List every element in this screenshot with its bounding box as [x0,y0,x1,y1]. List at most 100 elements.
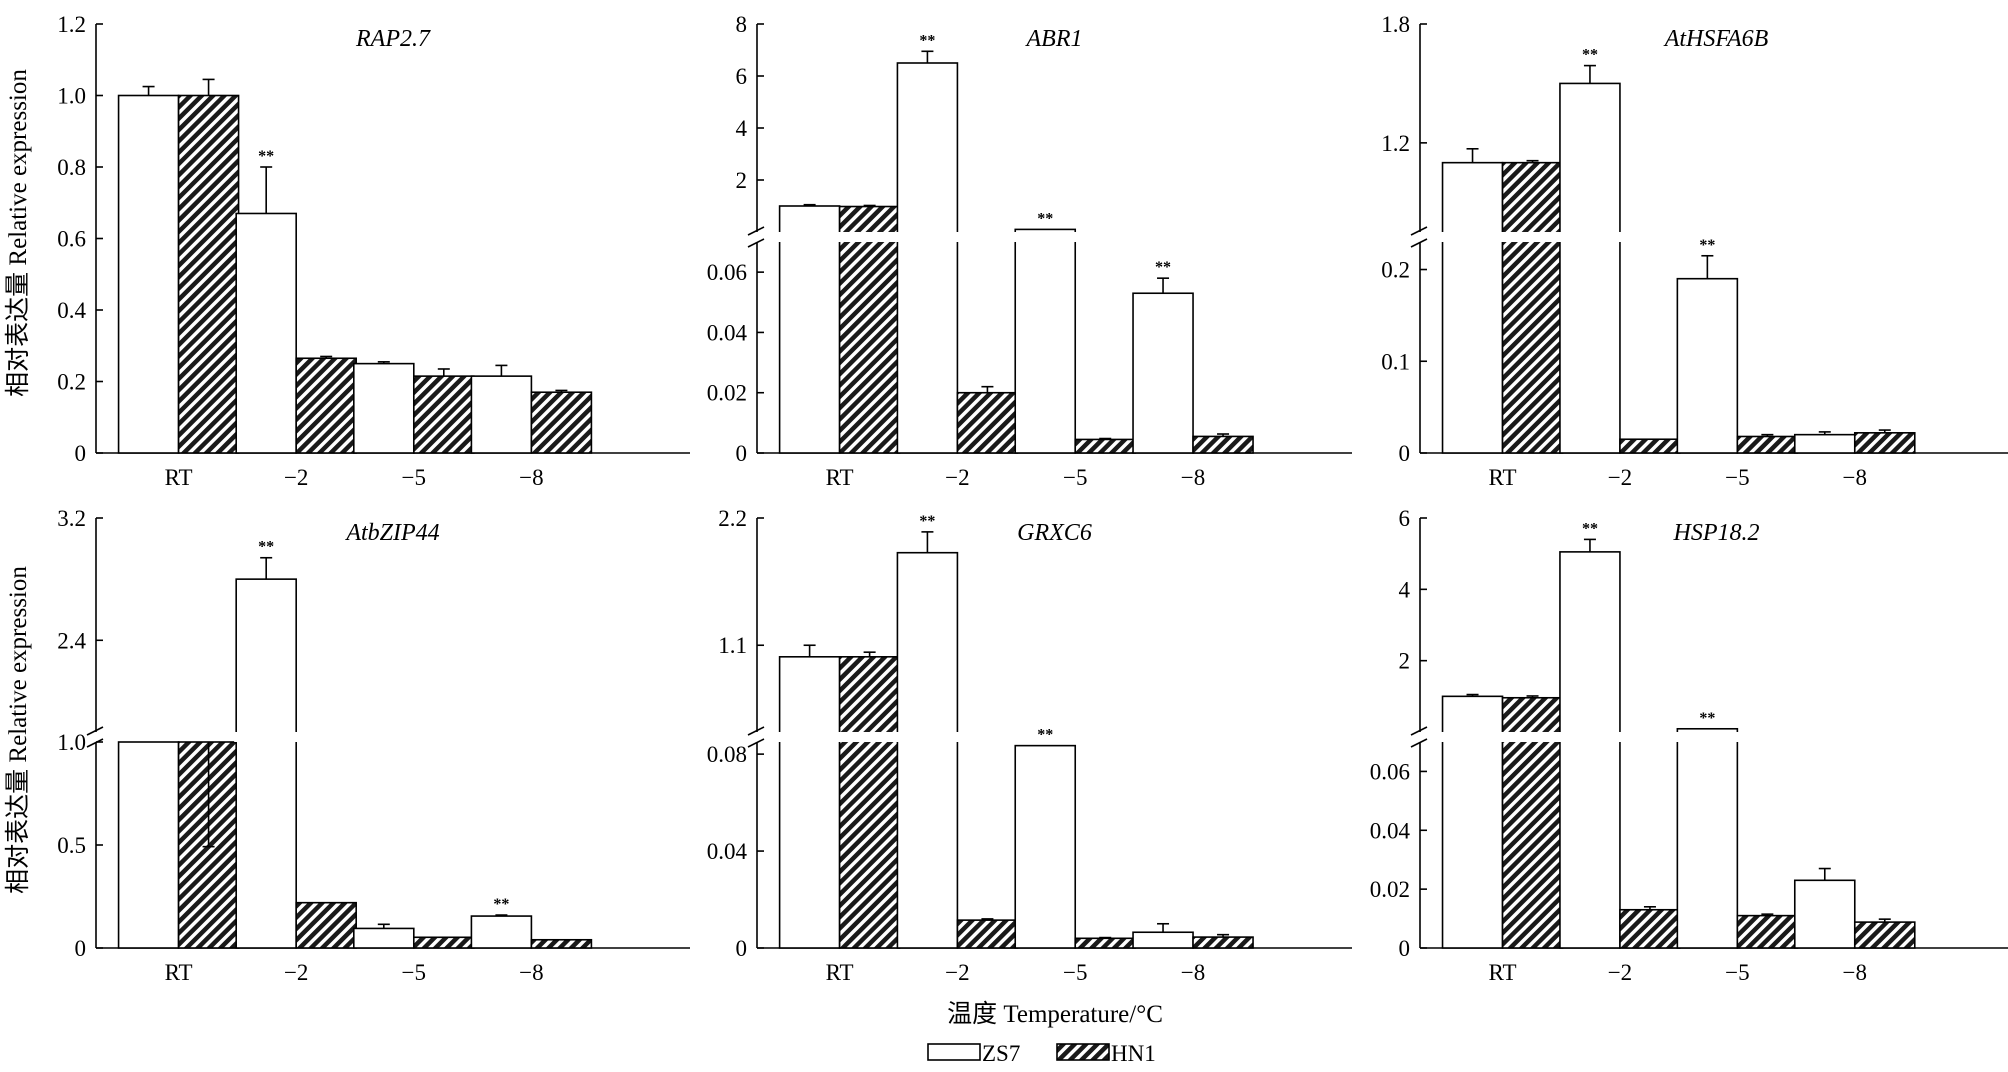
legend: ZS7 HN1 [927,1041,1156,1066]
bar-HN1-1 [295,357,357,454]
y-tick-label: 6 [1399,506,1411,531]
bar-break-gap [1557,732,1622,742]
x-tick-label: −5 [402,465,426,490]
y-tick-label: 1.2 [57,12,86,37]
chart-panel-GRXC6: 1.1 2.2 0 0.04 0.08 GRXC6 RT −2 ** −5 ** −8 [707,506,1352,985]
y-tick-label: 2.2 [718,506,747,531]
panel-title: RAP2.7 [355,26,431,52]
y-tick-label: 0.1 [1381,349,1410,374]
bar-ZS7-1 [896,62,959,454]
y-tick-label: 6 [736,64,748,89]
axis-break-mark [747,226,765,236]
bar-ZS7-3 [1793,433,1856,454]
y-tick-label: 0 [75,441,87,466]
bar-HN1-1 [295,901,357,949]
legend-swatch-zs7 [927,1043,981,1061]
bar-ZS7-1 [1559,82,1621,454]
significance-mark: ** [258,148,274,165]
bar-HN1-3 [530,938,593,949]
x-tick-label: −5 [1063,960,1087,985]
bar-HN1-1 [1619,438,1681,454]
bar-ZS7-1 [235,578,297,949]
bar-HN1-1 [956,919,1019,949]
bar-HN1-3 [1853,432,1916,454]
x-tick-label: −8 [1843,465,1867,490]
y-tick-label: 2 [736,168,748,193]
panel-title: ABR1 [1025,26,1083,52]
bar-ZS7-2 [352,927,415,949]
chart-panel-RAP2.7: 0 0.2 0.4 0.6 0.8 1.0 1.2 RAP2.7 RT −2 ** −5 −8 [57,12,690,490]
y-tick-label: 0 [736,936,748,961]
axis-break-mark [747,738,765,748]
bar-HN1-2 [1736,914,1799,949]
y-axis-label-bottom: 相对表达量 Relative expression [4,566,32,894]
bar-ZS7-0 [117,741,180,949]
x-tick-label: −2 [1608,960,1632,985]
x-tick-label: RT [165,465,193,490]
bar-break-gap [837,732,902,742]
bar-break-gap [777,232,842,242]
significance-mark: ** [1582,520,1598,537]
y-tick-label: 0.08 [707,742,747,767]
legend-swatch-hn1 [1056,1043,1110,1061]
axis-break-mark [1410,238,1428,248]
x-tick-label: −2 [945,960,969,985]
bar-HN1-2 [1074,438,1137,454]
bar-ZS7-3 [1132,292,1194,454]
axis-break-mark [747,238,765,248]
legend-label-zs7: ZS7 [982,1041,1020,1066]
bar-HN1-3 [530,391,593,454]
significance-mark: ** [919,32,935,49]
x-tick-label: −2 [1608,465,1632,490]
y-tick-label: 0.2 [1381,258,1410,283]
x-axis-label: 温度 Temperature/°C [947,1000,1163,1028]
bar-HN1-2 [412,375,475,454]
bar-break-gap [1013,232,1078,242]
x-tick-label: −5 [402,960,426,985]
bar-break-gap [777,732,842,742]
bar-break-gap [234,732,299,742]
x-tick-label: RT [1489,960,1517,985]
y-tick-label: 0.06 [707,260,747,285]
bar-HN1-0 [1501,161,1564,454]
y-tick-label: 0 [1399,936,1411,961]
bar-ZS7-3 [470,375,533,454]
y-tick-label: 2 [1399,649,1411,674]
bar-ZS7-0 [1441,161,1504,454]
x-tick-label: −8 [1843,960,1867,985]
x-tick-label: RT [826,960,854,985]
bar-ZS7-2 [1014,744,1077,949]
y-tick-label: 0 [736,441,748,466]
bar-break-gap [1500,232,1565,242]
axis-break-mark [747,726,765,736]
chart-panel-HSP18.2: 2 4 6 0 0.02 0.04 0.06 HSP18.2 RT −2 ** −5 ** −8 [1370,506,2008,985]
bar-HN1-0 [838,205,901,454]
chart-panel-AtHSFA6B: 1.2 1.8 0 0.1 0.2 AtHSFA6B RT −2 ** −5 ** −8 [1381,12,2008,490]
y-axis-label-top: 相对表达量 Relative expression [4,69,32,397]
bar-ZS7-0 [778,205,841,454]
y-tick-label: 8 [736,12,748,37]
panel-title: AtbZIP44 [344,520,439,546]
y-tick-label: 1.2 [1381,131,1410,156]
bar-break-gap [1440,232,1505,242]
y-tick-label: 1.8 [1381,12,1410,37]
y-tick-label: 0.02 [1370,877,1410,902]
x-tick-label: −8 [519,960,543,985]
y-tick-label: 0.04 [707,320,748,345]
y-tick-label: 0.2 [57,370,86,395]
significance-mark: ** [1582,47,1598,64]
y-tick-label: 0.5 [57,833,86,858]
x-tick-label: −5 [1725,465,1749,490]
bar-HN1-1 [956,391,1019,454]
bar-HN1-1 [1619,908,1681,949]
bar-HN1-3 [1192,936,1254,949]
bar-break-gap [895,732,960,742]
bar-ZS7-1 [1559,551,1621,949]
bar-break-gap [1557,232,1622,242]
bar-ZS7-3 [1793,879,1856,949]
bar-ZS7-2 [1676,277,1739,454]
bar-ZS7-1 [235,212,297,454]
bar-ZS7-3 [470,915,533,949]
y-tick-label: 3.2 [57,506,86,531]
bar-break-gap [837,232,902,242]
